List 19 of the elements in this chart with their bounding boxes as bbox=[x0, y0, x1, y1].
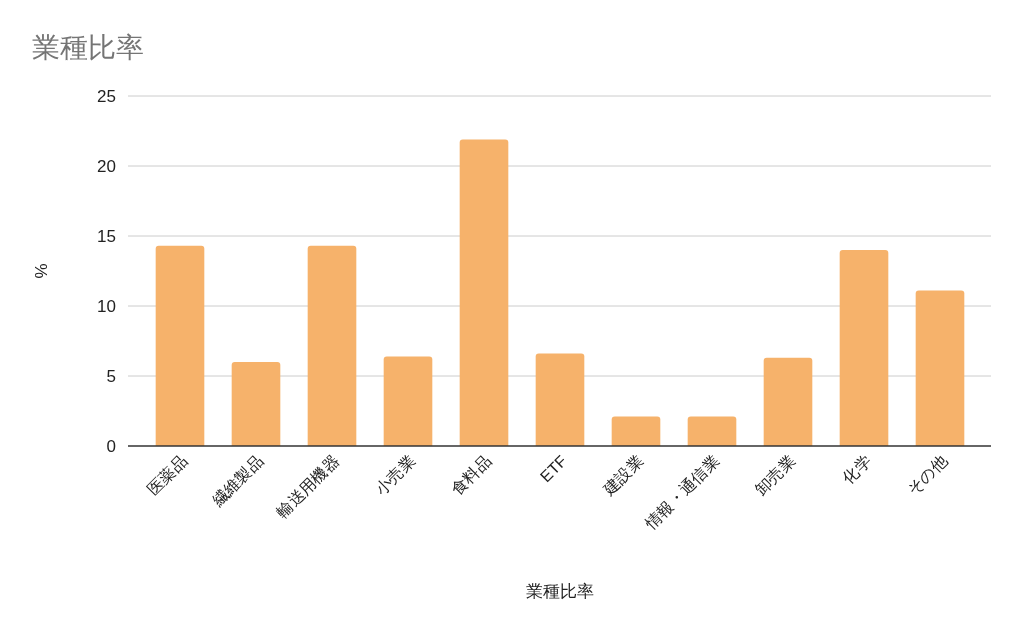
x-tick-label: その他 bbox=[904, 452, 951, 499]
y-tick-label: 20 bbox=[97, 157, 116, 176]
y-tick-label: 0 bbox=[106, 437, 116, 456]
x-tick-label: 食料品 bbox=[448, 452, 495, 499]
x-tick-label: 小売業 bbox=[372, 452, 419, 499]
y-tick-label: 15 bbox=[97, 227, 116, 246]
x-tick-label: 繊維製品 bbox=[208, 452, 267, 510]
x-tick-label: 化学 bbox=[839, 452, 875, 487]
x-tick-label: 輸送用機器 bbox=[273, 452, 343, 521]
x-tick-label: ETF bbox=[536, 452, 571, 486]
y-tick-label: 25 bbox=[97, 87, 116, 106]
x-tick-label: 卸売業 bbox=[752, 452, 799, 499]
x-axis-title: 業種比率 bbox=[525, 582, 594, 601]
x-tick-label: 建設業 bbox=[600, 452, 647, 499]
y-tick-label: 5 bbox=[106, 367, 116, 386]
x-tick-label: 医薬品 bbox=[144, 452, 191, 499]
y-axis-title: % bbox=[32, 263, 51, 279]
title: 業種比率 bbox=[32, 32, 144, 63]
y-tick-label: 10 bbox=[97, 297, 116, 316]
